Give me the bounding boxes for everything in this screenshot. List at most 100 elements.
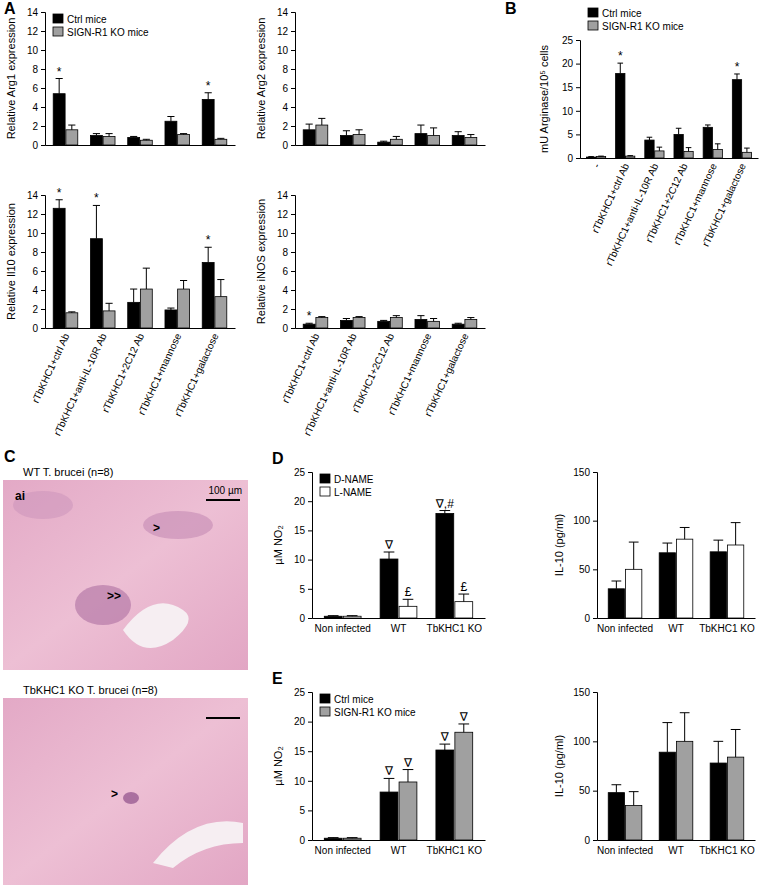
error-bar <box>455 132 462 136</box>
error-bar <box>93 134 100 136</box>
bar <box>428 136 440 146</box>
error-bar <box>384 552 395 559</box>
bar <box>178 135 190 145</box>
y-tick-label: 5 <box>299 584 305 595</box>
legend-entry: Ctrl mice <box>53 14 107 25</box>
x-axis: rTbKHC1+ctrl AbrTbKHC1+anti-IL-10R AbrTb… <box>280 328 486 437</box>
error-cap <box>318 118 325 119</box>
error-cap <box>598 156 604 157</box>
x-axis: Non infectedWTTbKHC1 KO <box>597 840 756 856</box>
y-tick-label: 25 <box>294 467 306 478</box>
x-tick: TbKHC1 KO <box>427 840 483 856</box>
y-tick-label: 8 <box>32 247 38 258</box>
x-tick-label: rTbKHC1+galactose <box>172 331 220 418</box>
y-tick-mark <box>593 618 597 619</box>
plot-area <box>608 713 744 840</box>
y-axis-line <box>291 13 296 146</box>
y-tick-mark <box>291 309 295 310</box>
y-tick-mark <box>308 472 312 473</box>
bar <box>655 151 664 158</box>
x-tick-label: WT <box>391 845 407 856</box>
error-cap <box>430 318 437 319</box>
x-axis: Non infectedWTTbKHC1 KO <box>313 618 486 634</box>
y-tick: 6 <box>282 266 295 277</box>
x-tick: Non infected <box>597 618 653 634</box>
error-cap <box>328 837 339 838</box>
y-tick: 0 <box>282 323 295 334</box>
scale-bar-label: 100 µm <box>208 485 242 496</box>
y-tick-mark <box>308 560 312 561</box>
error-bar <box>611 785 621 793</box>
bar <box>428 321 440 328</box>
chart: 050100150Non infectedWTTbKHC1 KOIL-10 (p… <box>553 467 756 634</box>
y-tick-mark <box>291 252 295 253</box>
x-tick: Non infected <box>315 840 371 856</box>
error-bar <box>430 319 437 322</box>
bar <box>727 545 743 618</box>
error-bar <box>657 147 663 151</box>
plot-area <box>53 79 227 146</box>
x-tick: TbKHC1 KO <box>699 618 755 634</box>
error-bar <box>56 200 63 209</box>
error-cap <box>180 280 187 281</box>
y-axis: 02468101214 <box>277 7 296 151</box>
error-bar <box>356 130 363 135</box>
error-cap <box>106 303 113 304</box>
y-tick-label: 15 <box>294 746 306 757</box>
y-tick-label: 15 <box>562 82 574 93</box>
y-tick-mark <box>576 158 580 159</box>
x-tick-label: rTbKHC1+anti-IL-10R Ab <box>603 161 660 267</box>
bar <box>626 805 642 840</box>
bar <box>343 838 361 840</box>
error-bar <box>143 268 150 289</box>
error-bar <box>56 79 63 94</box>
bar <box>353 135 365 145</box>
error-bar <box>627 155 633 156</box>
micrograph-label: > <box>153 521 160 535</box>
y-axis-title: µM NO₂ <box>272 525 284 564</box>
error-cap <box>343 130 350 131</box>
error-bar <box>93 205 100 238</box>
legend-swatch <box>320 707 330 716</box>
error-bar <box>713 540 723 552</box>
panel-label: C <box>4 448 16 465</box>
bar <box>340 136 352 146</box>
y-tick: 10 <box>277 228 295 239</box>
error-cap <box>713 540 723 541</box>
error-cap <box>143 268 150 269</box>
x-axis-line <box>581 158 759 159</box>
y-axis-line <box>291 196 296 329</box>
x-axis: rTbKHC1+ctrl AbrTbKHC1+anti-IL-10R AbrTb… <box>30 328 236 437</box>
x-tick-label: Non infected <box>315 623 371 634</box>
error-bar <box>205 93 212 100</box>
bar <box>53 94 65 145</box>
chart: 050100150Non infectedWTTbKHC1 KOIL-10 (p… <box>553 687 756 856</box>
x-axis-line <box>598 840 756 841</box>
y-axis: 0510152025 <box>294 467 313 624</box>
error-line <box>735 729 736 757</box>
annotation: ∇ <box>440 730 450 744</box>
error-bar <box>403 599 414 606</box>
error-cap <box>705 124 711 125</box>
legend: Ctrl miceSIGN-R1 KO mice <box>320 694 416 718</box>
y-tick-mark <box>41 233 45 234</box>
error-bar <box>598 156 604 157</box>
error-bar <box>106 303 113 311</box>
error-bar <box>130 289 137 302</box>
y-tick: 5 <box>299 805 312 816</box>
error-cap <box>347 837 358 838</box>
x-tick-label: TbKHC1 KO <box>427 623 483 634</box>
y-tick: 50 <box>579 564 597 575</box>
y-tick: 25 <box>294 687 312 698</box>
bar <box>436 513 454 618</box>
legend-swatch <box>53 27 63 36</box>
error-cap <box>611 784 621 785</box>
error-bar <box>328 837 339 839</box>
x-tick-label: WT <box>668 845 684 856</box>
y-tick-mark <box>41 252 45 253</box>
scale-bar <box>206 717 240 719</box>
annotation: * <box>94 191 99 205</box>
error-bar <box>343 319 350 321</box>
bar <box>659 553 675 618</box>
annotation: ∇ <box>403 756 413 770</box>
